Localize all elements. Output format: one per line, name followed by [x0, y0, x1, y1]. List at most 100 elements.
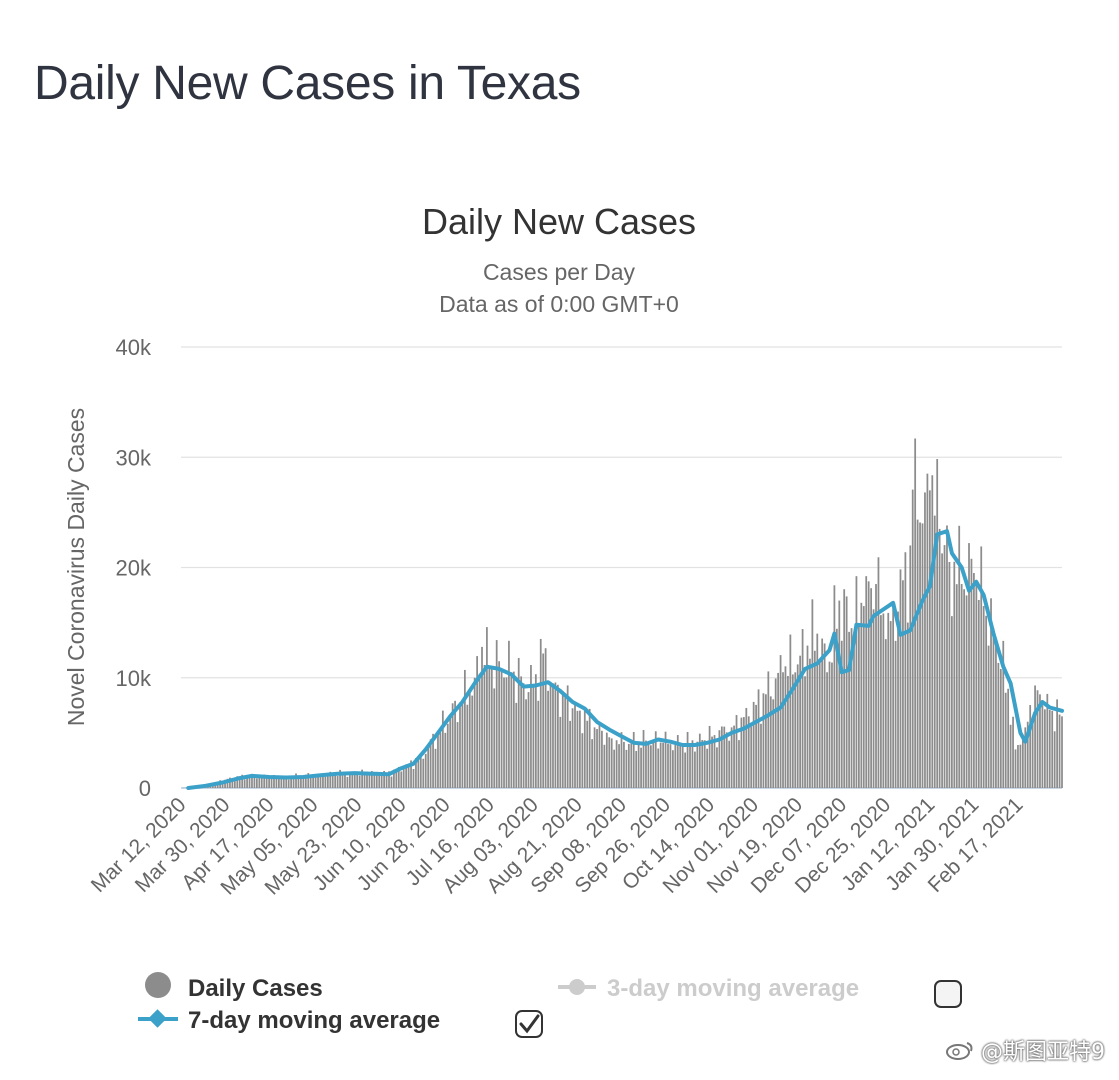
daily-cases-bar — [816, 633, 819, 788]
legend-7day-label: 7-day moving average — [188, 1007, 440, 1034]
daily-cases-bar — [351, 773, 354, 788]
daily-cases-bar — [300, 775, 302, 788]
daily-cases-bar — [809, 658, 811, 788]
daily-cases-bar — [953, 561, 956, 788]
daily-cases-bar — [875, 584, 877, 788]
daily-cases-bar — [698, 733, 701, 788]
daily-cases-bar — [459, 702, 461, 788]
daily-cases-bar — [877, 557, 880, 788]
daily-cases-bar — [747, 716, 750, 788]
daily-cases-bar — [275, 778, 278, 788]
daily-cases-bar — [857, 624, 860, 788]
daily-cases-bar — [322, 774, 324, 788]
daily-cases-bar — [312, 775, 315, 788]
daily-cases-bar — [865, 576, 868, 788]
chart-subtitle: Cases per Day — [483, 259, 636, 285]
daily-cases-bar — [371, 771, 373, 788]
daily-cases-bar — [329, 771, 332, 788]
legend-daily-cases-label: Daily Cases — [188, 975, 323, 1002]
daily-cases-bar — [270, 777, 273, 788]
daily-cases-bar — [718, 730, 721, 788]
daily-cases-bar — [255, 778, 258, 788]
daily-cases-bar — [843, 589, 846, 788]
daily-cases-bar — [767, 671, 770, 788]
daily-cases-bar — [911, 489, 914, 788]
daily-cases-bar — [933, 515, 936, 788]
daily-cases-bar — [278, 779, 280, 788]
daily-cases-bar — [515, 702, 518, 788]
daily-cases-bar — [539, 638, 542, 788]
daily-cases-bar — [248, 775, 251, 788]
daily-cases-bar — [742, 717, 745, 788]
daily-cases-bar — [598, 721, 601, 788]
daily-cases-bar — [395, 770, 398, 788]
daily-cases-bar — [669, 744, 672, 788]
daily-cases-bar — [319, 775, 322, 788]
daily-cases-bar — [373, 771, 376, 788]
daily-cases-bar — [547, 690, 549, 788]
daily-cases-bar — [899, 569, 902, 788]
daily-cases-bar — [784, 666, 787, 788]
daily-cases-bar — [341, 774, 344, 788]
daily-cases-bar — [422, 758, 425, 788]
daily-cases-bar — [872, 609, 875, 788]
daily-cases-bar — [828, 661, 831, 788]
daily-cases-bar — [569, 720, 571, 788]
daily-cases-bar — [774, 678, 777, 788]
daily-cases-bar — [1043, 709, 1046, 788]
daily-cases-bar — [720, 726, 723, 788]
daily-cases-bar — [882, 613, 885, 788]
daily-cases-bar — [694, 751, 696, 788]
daily-cases-bar — [581, 733, 584, 788]
daily-cases-bar — [637, 742, 640, 788]
daily-cases-bar — [263, 774, 266, 788]
daily-cases-bar — [412, 768, 415, 788]
legend-3day-checkbox[interactable] — [934, 980, 962, 1008]
daily-cases-bar — [902, 580, 904, 788]
page-title: Daily New Cases in Texas — [34, 57, 581, 110]
daily-cases-bar — [1051, 710, 1054, 788]
daily-cases-bar — [419, 757, 422, 788]
daily-cases-bar — [992, 628, 995, 788]
daily-cases-bar — [796, 664, 799, 788]
daily-cases-bar — [1046, 693, 1049, 788]
daily-cases-bar — [290, 777, 293, 788]
daily-cases-bar — [564, 696, 567, 788]
daily-cases-bar — [451, 703, 454, 788]
daily-cases-bar — [324, 776, 327, 788]
daily-cases-bar — [642, 729, 645, 788]
daily-cases-bar — [679, 743, 682, 788]
daily-cases-bar — [919, 522, 921, 788]
daily-cases-bar — [672, 750, 674, 788]
daily-cases-bar — [358, 775, 361, 788]
daily-cases-bar — [481, 646, 483, 788]
daily-cases-bar — [483, 664, 486, 788]
daily-cases-bar — [468, 689, 471, 788]
daily-cases-bar — [1009, 724, 1012, 788]
daily-cases-bar — [400, 771, 403, 788]
daily-cases-bar — [434, 748, 437, 788]
daily-cases-bar — [1041, 705, 1044, 788]
daily-cases-bar — [1048, 710, 1051, 788]
daily-cases-bar — [603, 744, 606, 788]
daily-cases-bar — [982, 606, 985, 788]
daily-cases-bar — [713, 735, 716, 788]
daily-cases-bar — [1007, 688, 1010, 788]
daily-cases-bar — [226, 778, 229, 788]
daily-cases-bar — [297, 776, 300, 788]
daily-cases-bar — [1031, 717, 1034, 788]
daily-cases-bar — [645, 740, 647, 788]
daily-cases-bar — [711, 736, 713, 788]
daily-cases-bar — [894, 640, 897, 788]
daily-cases-bar — [850, 628, 853, 788]
daily-cases-bar — [965, 595, 968, 788]
legend-daily-cases-icon — [145, 972, 171, 998]
daily-cases-bar — [728, 740, 731, 788]
daily-cases-bar — [302, 776, 305, 788]
daily-cases-bar — [251, 773, 253, 788]
daily-cases-bar — [466, 704, 469, 788]
daily-cases-bar — [1019, 744, 1022, 788]
daily-cases-bar — [782, 672, 784, 788]
daily-cases-bar — [241, 774, 244, 788]
daily-cases-bar — [253, 776, 256, 788]
